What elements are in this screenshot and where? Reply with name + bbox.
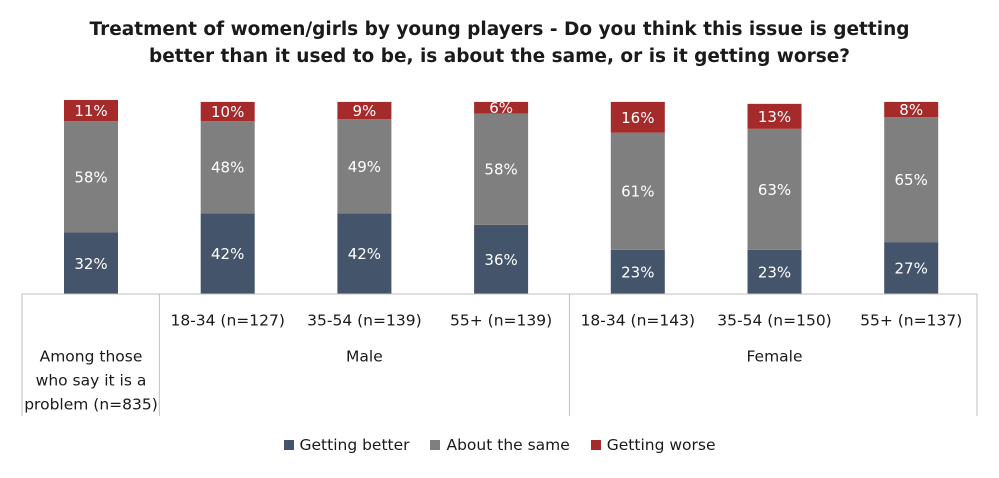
bar-segment-getting-worse-4	[610, 101, 665, 133]
bar-segment-getting-better-1	[200, 213, 255, 294]
bar-segment-getting-better-4	[610, 249, 665, 294]
chart-title-line-2: better than it used to be, is about the …	[148, 46, 851, 67]
bar-segment-about-the-same-1	[200, 121, 255, 214]
bar-segment-about-the-same-2	[337, 119, 392, 214]
bar-segment-getting-worse-2	[337, 101, 392, 120]
data-label-1-0: 58%	[74, 168, 107, 186]
legend-swatch-getting-better	[283, 440, 294, 450]
x-tick-label-0-line-0: Among those	[40, 348, 143, 366]
x-tick-label-0-line-2: problem (n=835)	[24, 396, 158, 414]
x-tick-label-4: 18-34 (n=143)	[581, 312, 695, 330]
data-label-2-3: 6%	[489, 99, 513, 117]
legend-swatch-getting-worse	[590, 440, 601, 450]
bar-segment-about-the-same-5	[747, 128, 802, 250]
data-label-0-1: 42%	[211, 245, 244, 263]
x-tick-label-0-line-1: who say it is a	[36, 372, 147, 390]
data-label-0-4: 23%	[621, 263, 654, 281]
data-label-1-3: 58%	[484, 161, 517, 179]
data-label-2-2: 9%	[353, 102, 377, 120]
data-label-2-0: 11%	[74, 102, 107, 120]
x-tick-label-6: 55+ (n=137)	[860, 312, 962, 330]
bar-segment-about-the-same-3	[474, 113, 529, 225]
data-label-0-6: 27%	[895, 260, 928, 278]
data-label-1-2: 49%	[348, 158, 381, 176]
group-label-female: Female	[746, 348, 802, 366]
data-label-2-5: 13%	[758, 108, 791, 126]
legend-item-about-the-same: About the same	[430, 436, 570, 454]
bar-segment-about-the-same-4	[610, 132, 665, 250]
bar-segment-getting-better-3	[474, 224, 529, 294]
legend-label-about-the-same: About the same	[446, 436, 570, 454]
x-tick-label-1: 18-34 (n=127)	[170, 312, 284, 330]
data-label-1-4: 61%	[621, 183, 654, 201]
x-tick-label-2: 35-54 (n=139)	[307, 312, 421, 330]
bar-segment-about-the-same-6	[884, 117, 939, 243]
data-label-2-1: 10%	[211, 103, 244, 121]
bar-segment-getting-worse-5	[747, 103, 802, 129]
bar-segment-about-the-same-0	[64, 121, 118, 233]
data-label-0-0: 32%	[74, 255, 107, 273]
data-label-2-6: 8%	[899, 101, 923, 119]
data-label-1-5: 63%	[758, 181, 791, 199]
bar-segment-getting-better-6	[884, 242, 939, 294]
data-label-2-4: 16%	[621, 109, 654, 127]
bar-segment-getting-better-5	[747, 249, 802, 294]
legend-label-getting-worse: Getting worse	[606, 436, 716, 454]
bar-segment-getting-worse-1	[200, 101, 255, 122]
legend-label-getting-better: Getting better	[299, 436, 410, 454]
data-label-0-5: 23%	[758, 263, 791, 281]
data-label-1-6: 65%	[895, 171, 928, 189]
chart-title: Treatment of women/girls by young player…	[0, 16, 999, 70]
legend-item-getting-worse: Getting worse	[590, 436, 716, 454]
legend: Getting better About the same Getting wo…	[0, 436, 999, 454]
legend-item-getting-better: Getting better	[283, 436, 410, 454]
data-label-0-2: 42%	[348, 245, 381, 263]
data-label-0-3: 36%	[484, 251, 517, 269]
group-label-male: Male	[346, 348, 383, 366]
x-tick-label-5: 35-54 (n=150)	[717, 312, 831, 330]
legend-swatch-about-the-same	[430, 440, 441, 450]
chart-title-line-1: Treatment of women/girls by young player…	[89, 19, 910, 40]
bar-segment-getting-worse-6	[884, 101, 939, 118]
bar-segment-getting-better-2	[337, 213, 392, 294]
x-tick-label-3: 55+ (n=139)	[450, 312, 552, 330]
bar-segment-getting-worse-3	[474, 101, 529, 114]
bar-segment-getting-worse-0	[64, 100, 118, 122]
bar-segment-getting-better-0	[64, 232, 118, 294]
data-label-1-1: 48%	[211, 159, 244, 177]
